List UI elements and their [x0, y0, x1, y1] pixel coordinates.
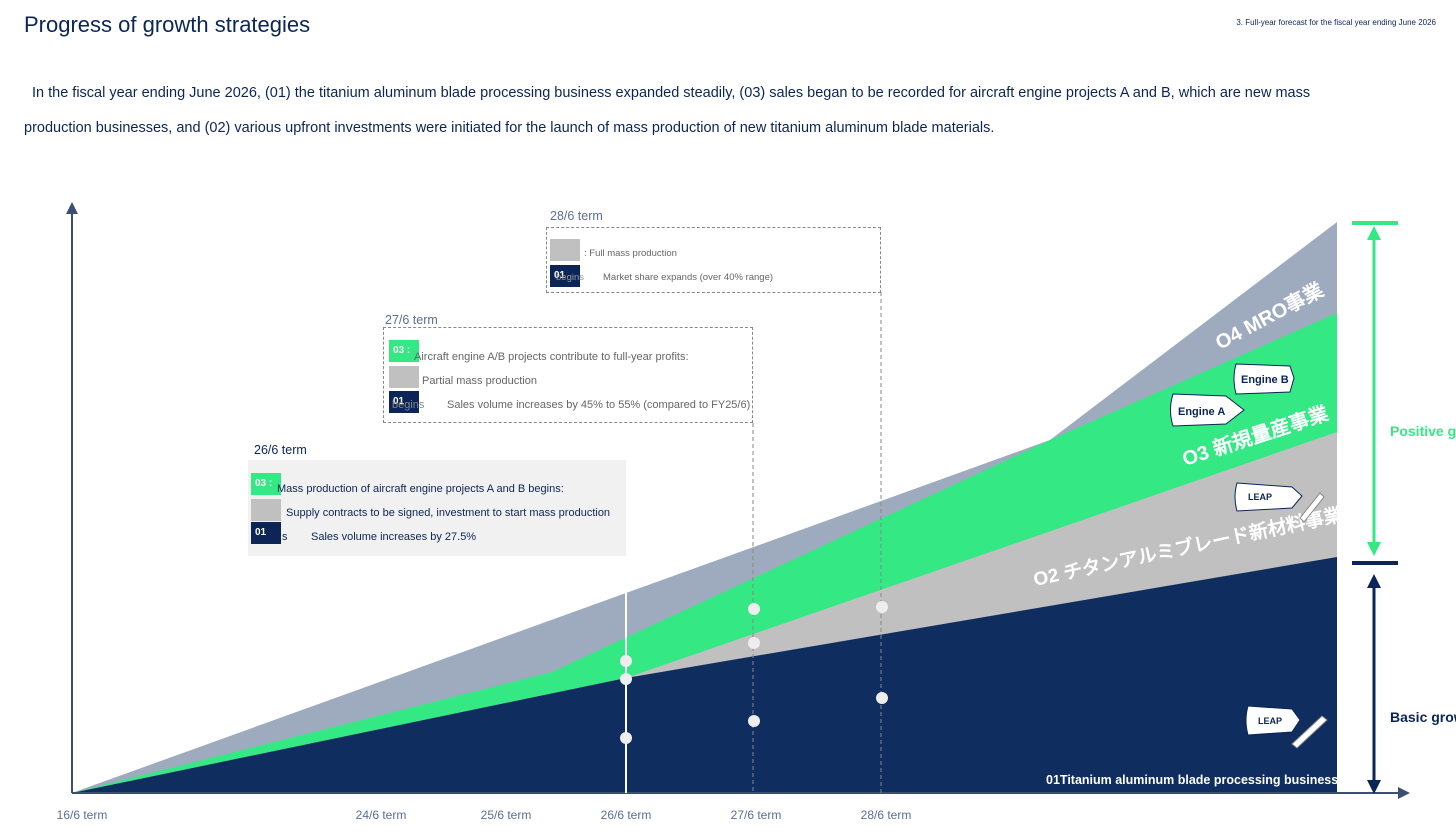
- badge-01: 01: [389, 391, 419, 413]
- box-27-frame: [383, 327, 753, 423]
- x-tick-label: 27/6 term: [731, 808, 782, 822]
- footnote: 3. Full-year forecast for the fiscal yea…: [1236, 18, 1436, 27]
- x-axis-arrow: [1398, 787, 1410, 799]
- term-label-28: 28/6 term: [550, 209, 603, 223]
- engine-b-icon: [1233, 363, 1295, 395]
- box-28-row2-prefix: begins: [556, 272, 584, 283]
- box-27-row2: Partial mass production: [422, 375, 537, 387]
- positive-arrow-head: [1367, 542, 1381, 556]
- y-axis-arrow: [66, 202, 78, 214]
- page-title: Progress of growth strategies: [24, 12, 311, 37]
- badge-03: 03 :: [389, 340, 419, 362]
- marker: [620, 655, 632, 667]
- marker: [876, 692, 888, 704]
- x-tick-label: 28/6 term: [861, 808, 912, 822]
- badge-01: 01: [251, 522, 281, 544]
- term-label-27: 27/6 term: [385, 313, 438, 327]
- box-27-row3: Sales volume increases by 45% to 55% (co…: [447, 399, 751, 411]
- basic-arrow-head: [1367, 780, 1381, 794]
- leap-engine-icon: [1234, 482, 1325, 523]
- leap-label: LEAP: [1258, 716, 1282, 726]
- box-28-row2: Market share expands (over 40% range): [603, 272, 774, 283]
- badge-02: [251, 499, 281, 521]
- badge-02: [389, 366, 419, 388]
- term-label-26: 26/6 term: [254, 443, 307, 457]
- box-26-row3-prefix: s: [282, 531, 288, 543]
- marker: [876, 601, 888, 613]
- badge-03: 03 :: [251, 473, 281, 495]
- box-26-row2: Supply contracts to be signed, investmen…: [286, 507, 611, 519]
- box-27-row3-prefix: begins: [392, 399, 425, 411]
- marker: [748, 603, 760, 615]
- engine-b-label: Engine B: [1241, 374, 1289, 386]
- box-27-row1: Aircraft engine A/B projects contribute …: [414, 351, 689, 363]
- engine-a-label: Engine A: [1178, 406, 1225, 418]
- box-26-panel: [248, 460, 626, 556]
- basic-arrow-head: [1367, 574, 1381, 588]
- positive-arrow-head: [1367, 226, 1381, 240]
- x-tick-label: 16/6 term: [57, 808, 108, 822]
- x-tick-label: 24/6 term: [356, 808, 407, 822]
- badge-02: [550, 239, 580, 261]
- marker: [748, 637, 760, 649]
- marker: [748, 715, 760, 727]
- x-tick-label: 25/6 term: [481, 808, 532, 822]
- layer-01-area: [72, 557, 1337, 793]
- marker: [620, 673, 632, 685]
- marker: [620, 732, 632, 744]
- box-28-row1: : Full mass production: [584, 248, 677, 259]
- engine-a-icon: [1170, 393, 1245, 427]
- leap-label: LEAP: [1248, 492, 1272, 502]
- box-26-row1: Mass production of aircraft engine proje…: [277, 483, 564, 495]
- x-tick-label: 26/6 term: [601, 808, 652, 822]
- box-26-row3: Sales volume increases by 27.5%: [311, 531, 477, 543]
- leap-engine-icon: [1245, 705, 1328, 749]
- basic-growth-label: Basic grow: [1390, 709, 1456, 725]
- badge-01: 01: [550, 265, 580, 287]
- lead-paragraph: In the fiscal year ending June 2026, (01…: [24, 85, 1311, 136]
- positive-growth-label: Positive g: [1390, 423, 1456, 439]
- layer-01-label: 01Titanium aluminum blade processing bus…: [1046, 773, 1338, 787]
- box-28-frame: [546, 227, 881, 293]
